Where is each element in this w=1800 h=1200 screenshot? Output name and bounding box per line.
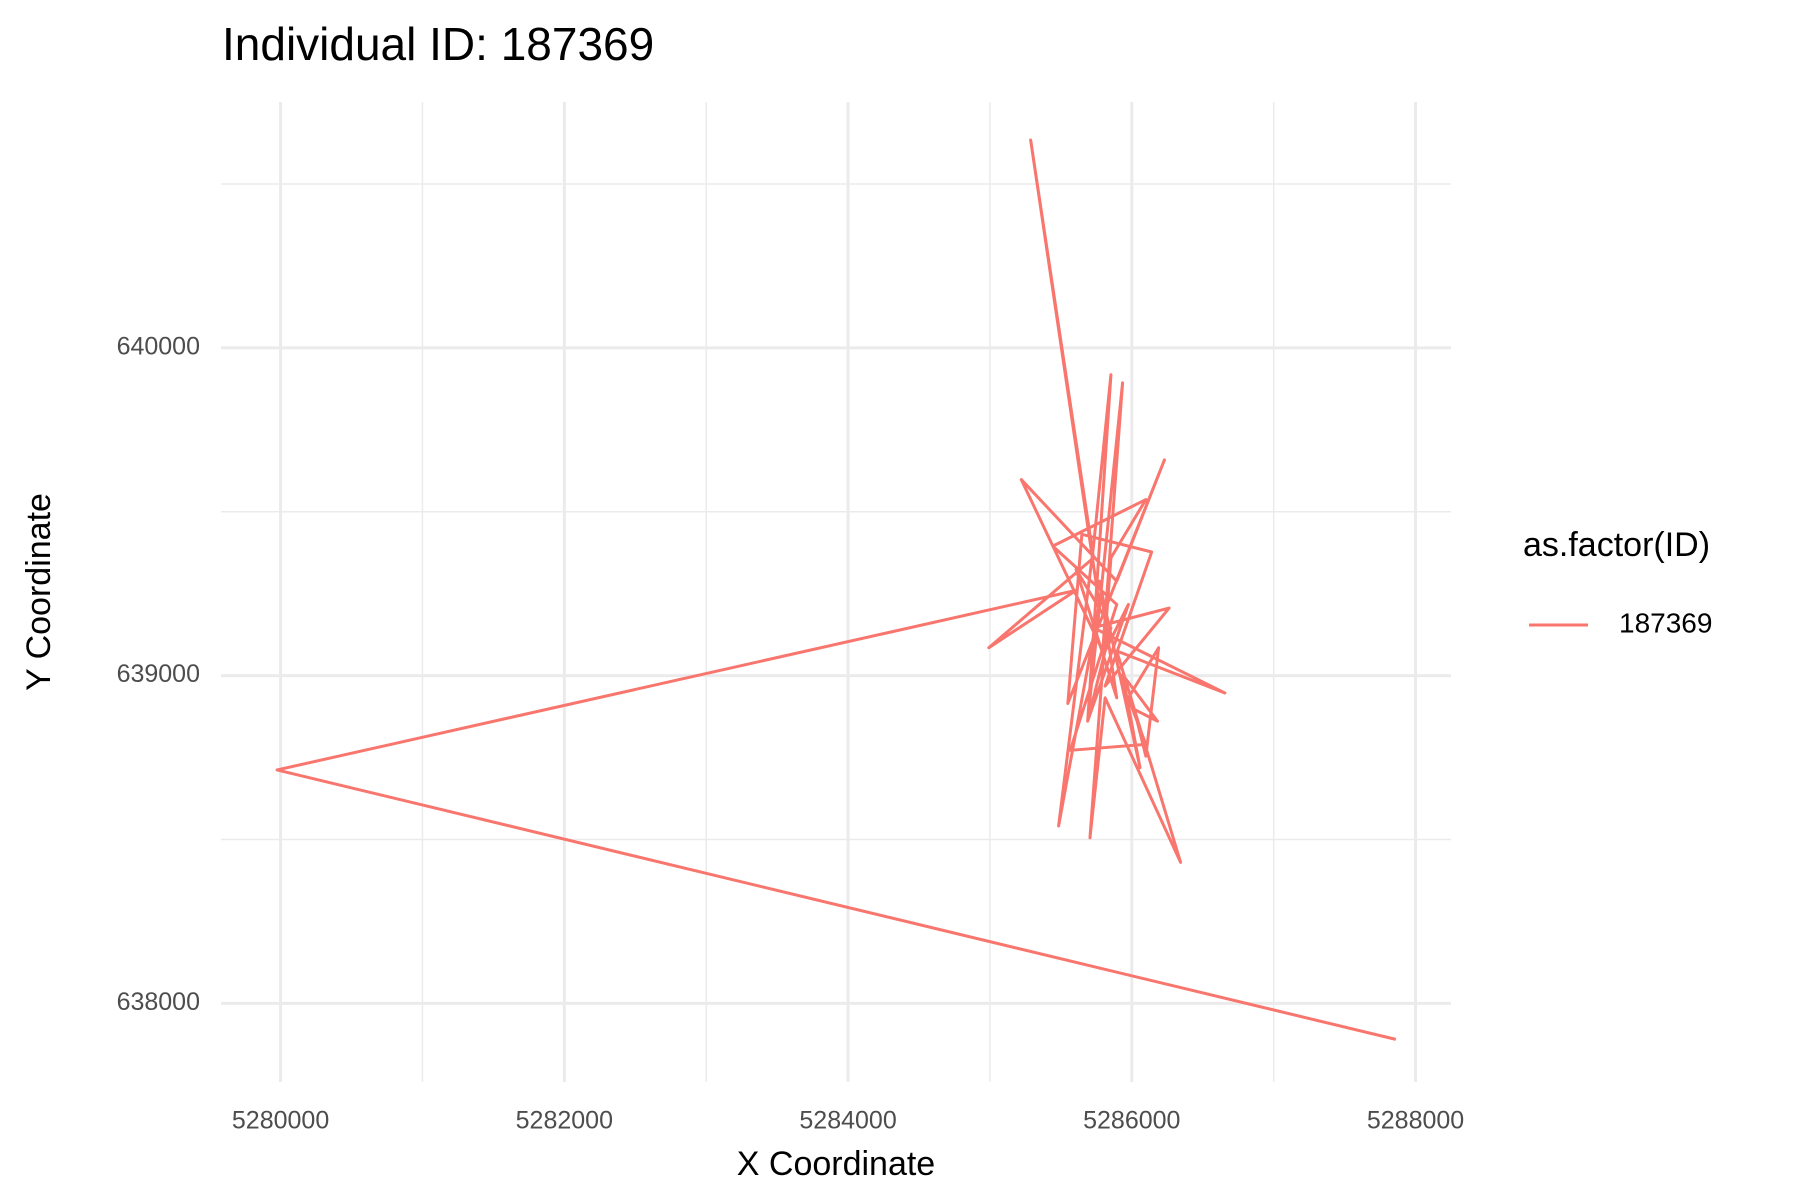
x-tick-label: 5280000	[232, 1107, 329, 1135]
x-tick-label: 5288000	[1367, 1107, 1464, 1135]
x-tick-label: 5286000	[1083, 1107, 1180, 1135]
legend-label: 187369	[1619, 607, 1712, 638]
x-tick-label: 5282000	[516, 1107, 613, 1135]
legend-title: as.factor(ID)	[1523, 526, 1710, 564]
y-tick-label: 638000	[117, 988, 200, 1016]
y-tick-label: 639000	[117, 660, 200, 688]
marks	[275, 138, 1397, 1041]
chart-title: Individual ID: 187369	[222, 18, 654, 70]
y-tick-label: 640000	[117, 332, 200, 360]
x-axis-title: X Coordinate	[737, 1145, 935, 1183]
x-tick-label: 5284000	[799, 1107, 896, 1135]
y-axis-title: Y Coordinate	[20, 493, 58, 691]
track-line	[275, 138, 1397, 1041]
